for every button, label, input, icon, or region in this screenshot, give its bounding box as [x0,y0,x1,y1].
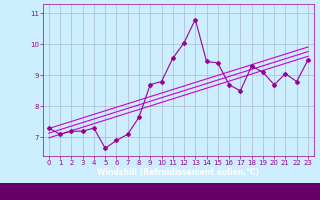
X-axis label: Windchill (Refroidissement éolien,°C): Windchill (Refroidissement éolien,°C) [97,168,260,177]
